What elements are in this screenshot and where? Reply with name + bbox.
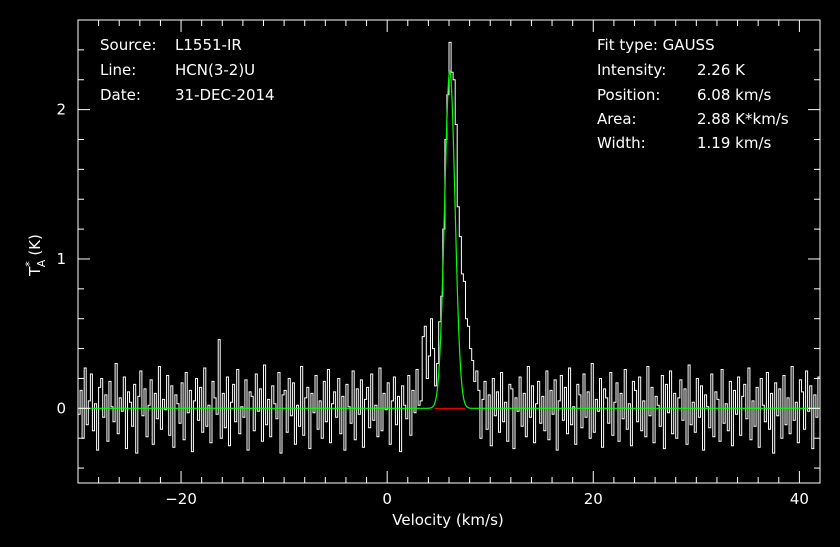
width-value: 1.19 km/s [697,134,772,152]
y-tick-label: 0 [56,399,66,417]
date-value: 31-DEC-2014 [175,86,275,104]
gaussian-fit-line [78,70,820,409]
x-tick-label: 40 [790,490,809,508]
source-label: Source: [100,36,157,54]
area-label: Area: [597,110,637,128]
intensity-value: 2.26 K [697,61,746,79]
line-label: Line: [100,61,136,79]
x-tick-label: 0 [382,490,392,508]
axis-ticks: −20 0 20 40 0 1 2 [56,19,821,508]
position-label: Position: [597,86,660,104]
fit-type-text: Fit type: GAUSS [597,36,715,54]
x-tick-label: 20 [584,490,603,508]
spectrum-series-group [78,41,820,454]
y-axis-title-sup: * [23,261,36,267]
y-axis-title-group: T*A (K) [23,234,48,277]
spectrum-line [78,41,820,454]
width-label: Width: [597,134,646,152]
y-axis-title: T*A (K) [23,234,48,277]
y-axis-title-unit: (K) [26,234,44,256]
area-value: 2.88 K*km/s [697,110,789,128]
gaussian-fit-group [78,70,820,409]
intensity-label: Intensity: [597,61,666,79]
x-tick-label: −20 [165,490,197,508]
y-axis-title-sub: A [35,259,48,267]
y-tick-label: 1 [56,250,66,268]
line-value: HCN(3-2)U [175,61,255,79]
x-axis-title: Velocity (km/s) [392,511,503,529]
source-value: L1551-IR [175,36,242,54]
y-tick-label: 2 [56,101,66,119]
date-label: Date: [100,86,141,104]
position-value: 6.08 km/s [697,86,772,104]
y-axis-title-main: T [26,266,44,277]
